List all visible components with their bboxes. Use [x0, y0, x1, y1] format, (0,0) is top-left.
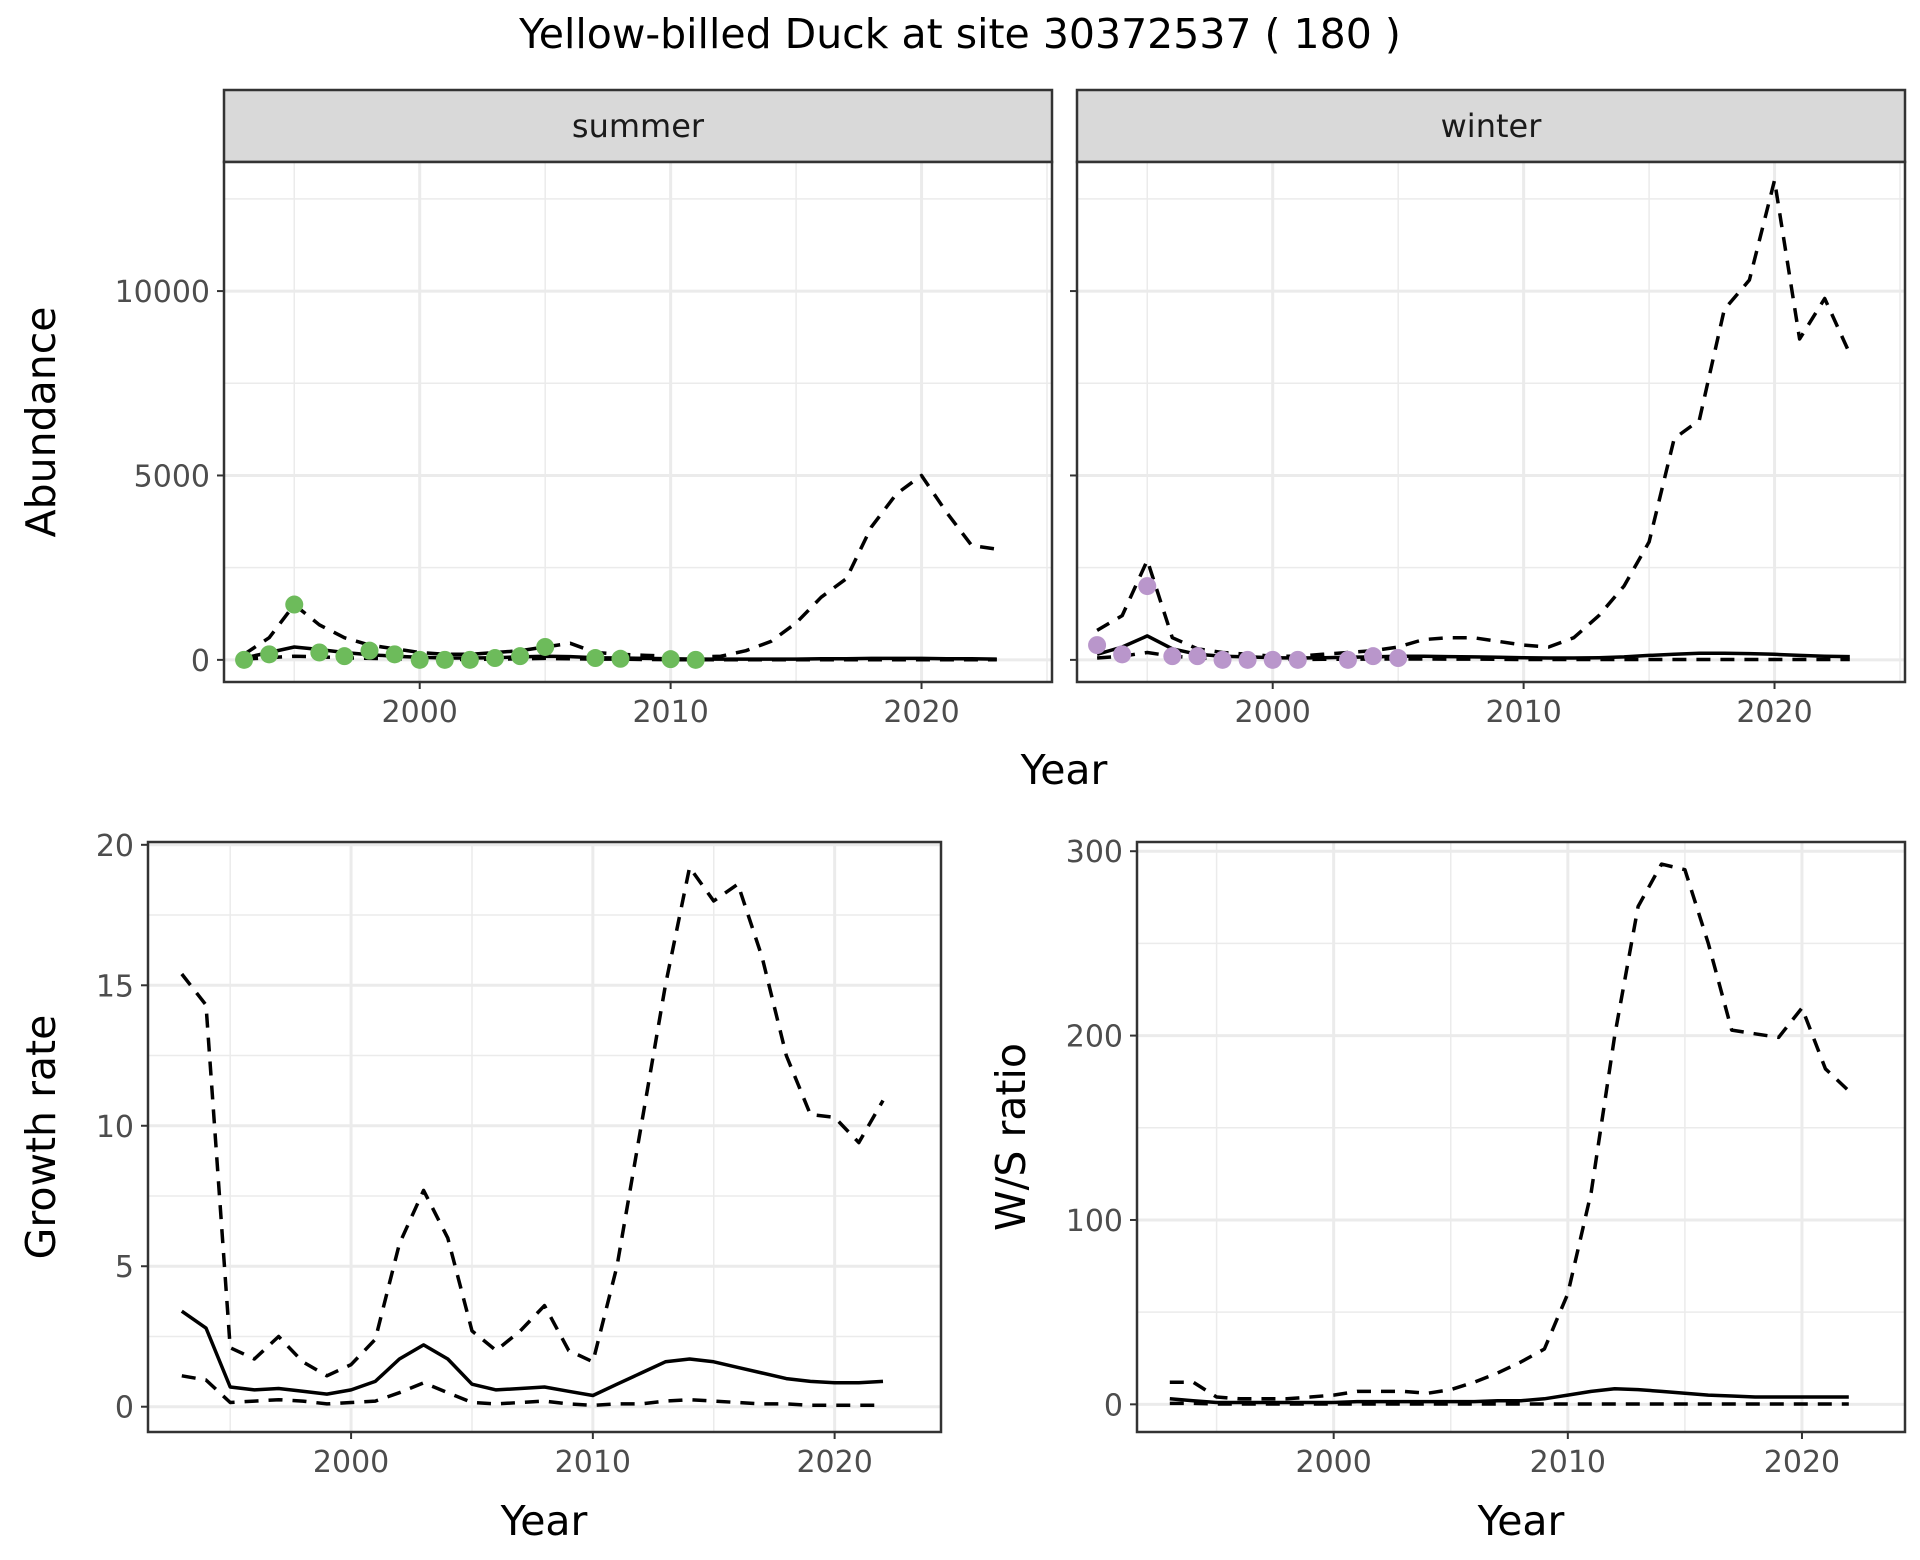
summer-x-tick-label: 2000: [382, 695, 458, 730]
summer-x-tick-label: 2010: [632, 695, 708, 730]
summer-observed-point: [611, 649, 630, 668]
winter-observed-point: [1389, 649, 1408, 668]
summer-observed-point: [485, 649, 504, 668]
summer-observed-point: [686, 650, 705, 669]
summer-observed-point: [310, 643, 329, 662]
growth-y-tick-label: 10: [96, 1110, 134, 1145]
ws-ratio-panel: 2000 2010 2020 0 100 200 300: [1066, 835, 1907, 1480]
summer-observed-point: [285, 595, 304, 614]
summer-observed-point: [235, 650, 254, 669]
summer-y-tick-label: 10000: [115, 275, 210, 310]
growth-rate-y-axis-title: Growth rate: [17, 1015, 65, 1260]
growth-y-tick-label: 20: [96, 829, 134, 864]
winter-plot-background: [1077, 162, 1905, 682]
winter-strip-label: winter: [1441, 107, 1543, 145]
summer-observed-point: [260, 645, 279, 664]
abundance-x-axis-title: Year: [1020, 746, 1108, 794]
growth-lower-bound-line: [181, 1374, 883, 1408]
summer-observed-point: [586, 649, 605, 668]
wsratio-y-tick-label: 300: [1066, 835, 1123, 870]
wsratio-median-line: [1169, 1386, 1849, 1405]
growth-y-tick-label: 15: [96, 969, 134, 1004]
wsratio-y-tick-label: 0: [1104, 1388, 1123, 1423]
growth-plot-background: [148, 842, 941, 1432]
summer-observed-point: [410, 650, 429, 669]
winter-panel: 2000 2010 2020: [1070, 160, 1907, 730]
growth-rate-x-axis-title: Year: [500, 1497, 588, 1545]
summer-strip-label: summer: [572, 107, 705, 145]
growth-median-line: [180, 1309, 884, 1398]
winter-observed-point: [1238, 650, 1257, 669]
summer-observed-point: [335, 647, 354, 666]
summer-observed-point: [435, 650, 454, 669]
winter-x-tick-label: 2000: [1235, 695, 1311, 730]
summer-strip: [222, 88, 1054, 164]
winter-observed-point: [1113, 645, 1132, 664]
summer-observed-point: [536, 637, 555, 656]
growth-panel-border: [146, 840, 943, 1434]
winter-x-tick-label: 2010: [1485, 695, 1561, 730]
winter-panel-border: [1075, 160, 1907, 684]
growth-upper-bound-line: [180, 865, 885, 1378]
growth-y-tick-label: 5: [115, 1250, 134, 1285]
ws-ratio-y-axis-title: W/S ratio: [987, 1043, 1035, 1231]
winter-observed-point: [1163, 647, 1182, 666]
growth-x-tick-label: 2010: [555, 1445, 631, 1480]
winter-observed-point: [1188, 647, 1207, 666]
winter-strip: [1075, 88, 1907, 164]
growth-y-tick-label: 0: [115, 1391, 134, 1426]
wsratio-x-tick-label: 2020: [1764, 1445, 1840, 1480]
wsratio-y-tick-label: 200: [1066, 1020, 1123, 1055]
winter-observed-point: [1263, 650, 1282, 669]
wsratio-lower-bound-line: [1169, 1401, 1849, 1406]
summer-plot-background: [224, 162, 1052, 682]
figure-title: Yellow-billed Duck at site 30372537 ( 18…: [518, 10, 1401, 58]
summer-x-tick-label: 2020: [883, 695, 959, 730]
summer-y-tick-label: 0: [191, 644, 210, 679]
summer-observed-point: [385, 645, 404, 664]
wsratio-y-tick-label: 100: [1066, 1204, 1123, 1239]
summer-observed-point: [661, 650, 680, 669]
abundance-y-axis-title: Abundance: [17, 307, 65, 538]
wsratio-x-tick-label: 2000: [1296, 1445, 1372, 1480]
growth-rate-panel: 2000 2010 2020 0 5 10 15 20: [96, 829, 943, 1480]
summer-y-tick-label: 5000: [134, 459, 210, 494]
wsratio-upper-bound-line: [1169, 862, 1851, 1401]
growth-x-tick-label: 2000: [313, 1445, 389, 1480]
winter-observed-point: [1138, 577, 1157, 596]
wsratio-plot-background: [1137, 842, 1905, 1432]
winter-observed-point: [1338, 650, 1357, 669]
wsratio-panel-border: [1135, 840, 1907, 1434]
summer-observed-point: [460, 650, 479, 669]
winter-x-tick-label: 2020: [1736, 695, 1812, 730]
wsratio-x-tick-label: 2010: [1530, 1445, 1606, 1480]
winter-observed-point: [1213, 650, 1232, 669]
summer-observed-point: [511, 647, 530, 666]
winter-observed-point: [1364, 647, 1383, 666]
summer-panel-border: [222, 160, 1054, 684]
winter-observed-point: [1288, 650, 1307, 669]
summer-observed-point: [360, 641, 379, 660]
winter-observed-point: [1088, 636, 1107, 655]
ws-ratio-x-axis-title: Year: [1477, 1497, 1565, 1545]
growth-x-tick-label: 2020: [796, 1445, 872, 1480]
summer-panel: 2000 2010 2020 0 5000 10000: [115, 160, 1054, 730]
